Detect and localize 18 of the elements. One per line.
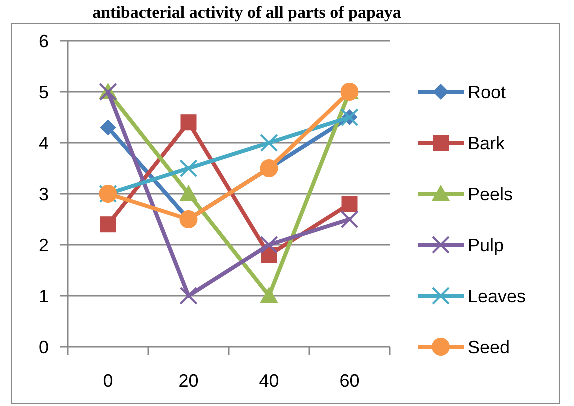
y-tick-label: 2 xyxy=(38,235,50,256)
x-tick-label: 40 xyxy=(259,371,280,391)
y-tick-label: 0 xyxy=(38,337,50,358)
x-tick-label: 20 xyxy=(178,371,199,391)
y-tick-label: 4 xyxy=(38,133,50,154)
y-tick-label: 6 xyxy=(38,31,50,52)
legend-label: Pulp xyxy=(468,235,504,256)
x-tick-label: 60 xyxy=(340,371,360,391)
y-tick-label: 1 xyxy=(38,286,50,306)
chart-title: antibacterial activity of all parts of papaya xyxy=(92,3,402,22)
x-tick-label: 0 xyxy=(103,371,114,391)
legend-label: Root xyxy=(468,82,506,102)
legend-label: Leaves xyxy=(468,286,526,306)
legend-label: Seed xyxy=(468,337,510,358)
y-tick-label: 5 xyxy=(38,82,50,102)
legend-label: Peels xyxy=(468,184,514,204)
legend-label: Bark xyxy=(468,133,506,154)
y-tick-label: 3 xyxy=(38,184,50,204)
